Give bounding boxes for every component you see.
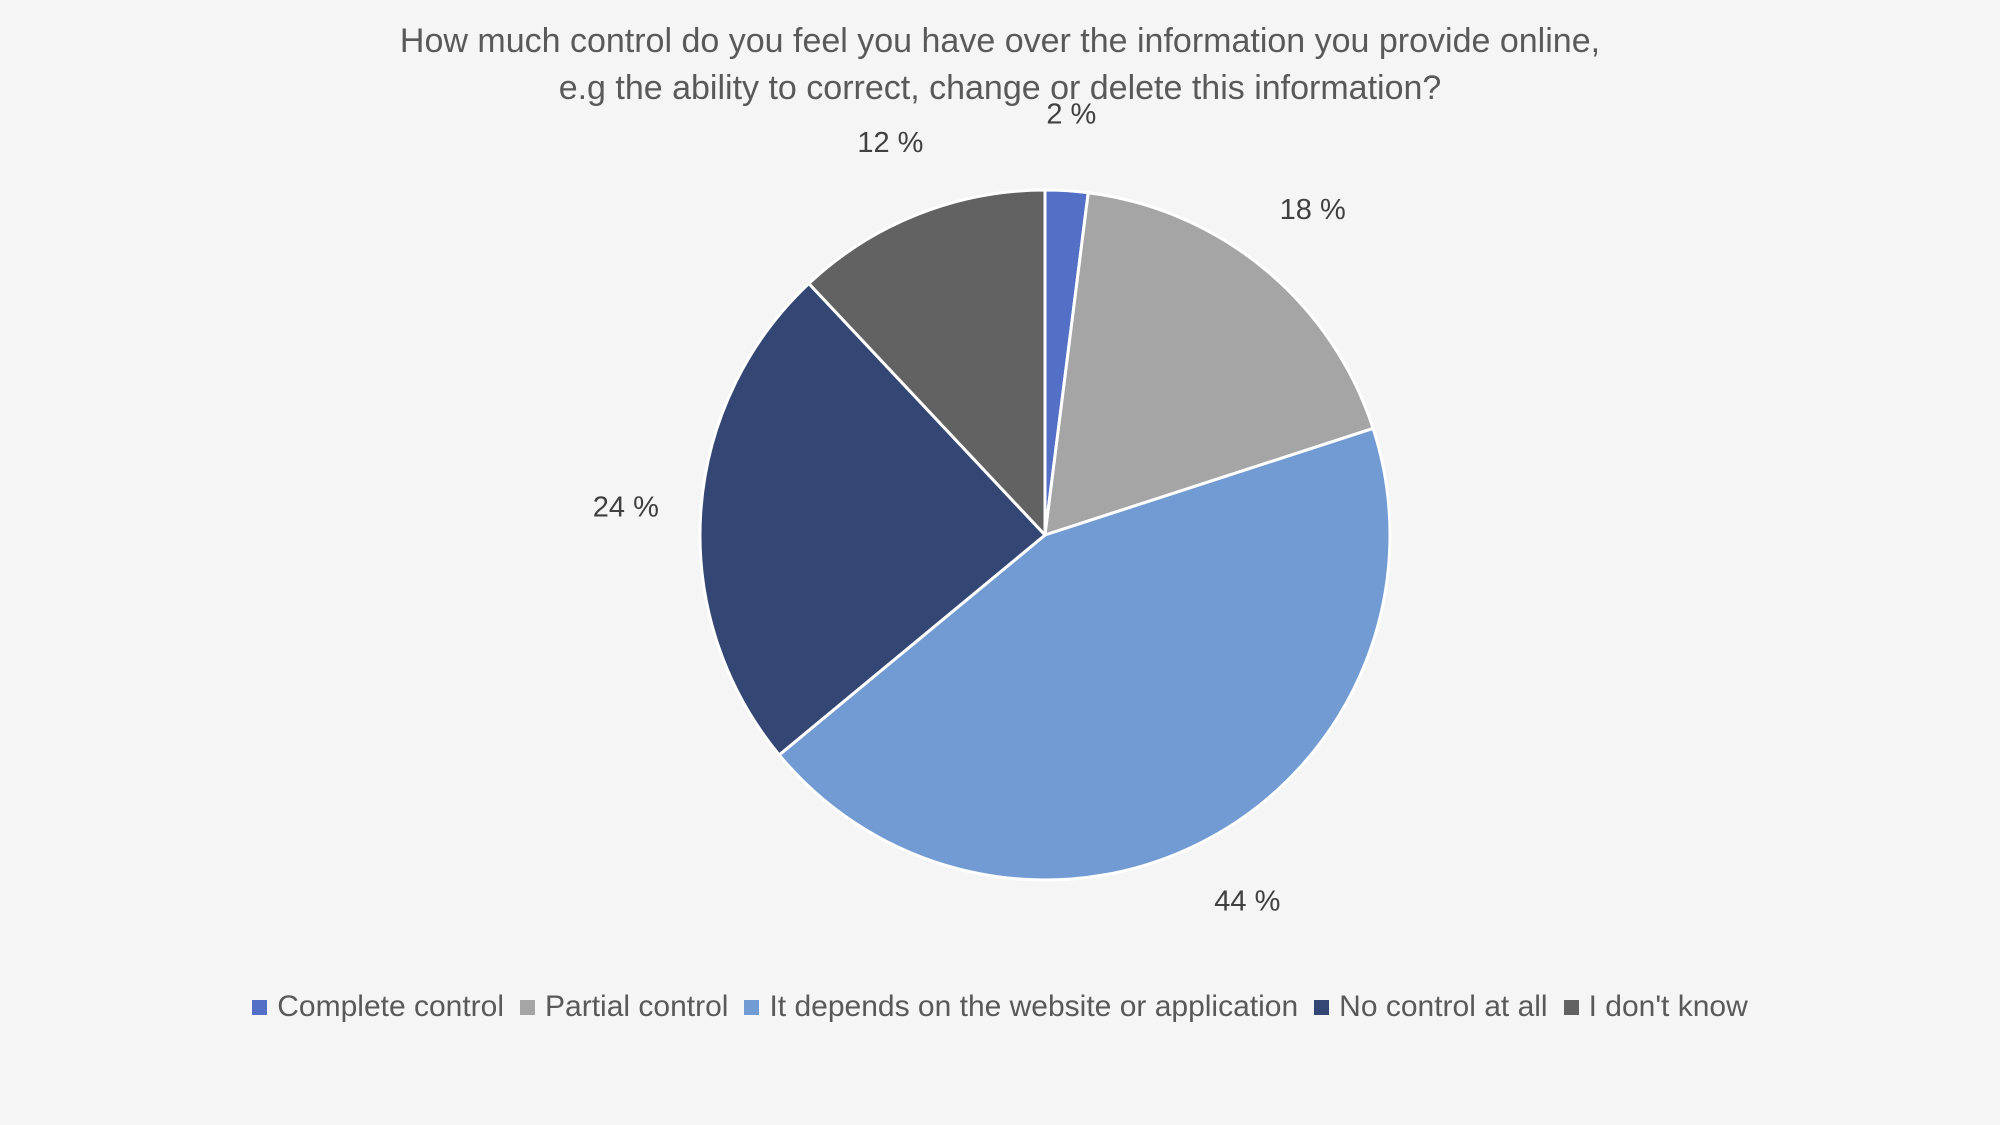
pie-slice-i-don-t-know xyxy=(807,188,1047,537)
data-label-complete-control: 2 % xyxy=(1046,98,1096,130)
legend-swatch-icon xyxy=(252,999,268,1015)
legend-label: I don't know xyxy=(1588,990,1748,1023)
pie-slice-it-depends-on-the-website-or-application xyxy=(777,426,1392,882)
data-label-no-control-at-all: 24 % xyxy=(593,491,659,523)
legend-label: It depends on the website or application xyxy=(769,990,1299,1023)
legend-swatch-icon xyxy=(1314,999,1330,1015)
legend-label: No control at all xyxy=(1339,990,1548,1023)
chart-title-line-2: e.g the ability to correct, change or de… xyxy=(558,69,1442,107)
legend: Complete control Partial control It depend… xyxy=(0,990,2000,1024)
legend-item-complete-control: Complete control xyxy=(252,990,504,1024)
pie-slice-partial-control xyxy=(1043,191,1375,537)
data-label-i-don-t-know: 12 % xyxy=(857,127,923,159)
data-label-it-depends-on-the-website-or-application: 44 % xyxy=(1214,886,1280,918)
chart-title: How much control do you feel you have ov… xyxy=(0,18,2000,112)
chart-title-line-1: How much control do you feel you have ov… xyxy=(399,22,1601,60)
legend-label: Partial control xyxy=(545,990,729,1023)
pie-slice-no-control-at-all xyxy=(698,282,1047,757)
legend-label: Complete control xyxy=(277,990,505,1023)
data-label-partial-control: 18 % xyxy=(1280,194,1346,226)
legend-swatch-icon xyxy=(744,999,760,1015)
legend-item-no-control-at-all: No control at all xyxy=(1314,990,1548,1024)
legend-item-it-depends-on-the-website-or-application: It depends on the website or application xyxy=(744,990,1298,1024)
legend-swatch-icon xyxy=(1563,999,1579,1015)
legend-swatch-icon xyxy=(520,999,536,1015)
legend-item-partial-control: Partial control xyxy=(520,990,728,1024)
legend-item-i-don-t-know: I don't know xyxy=(1563,990,1748,1024)
